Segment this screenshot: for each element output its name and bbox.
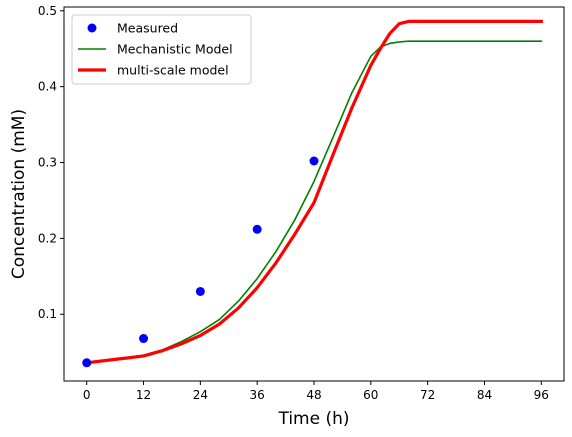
- x-axis-title: Time (h): [277, 409, 349, 429]
- y-tick-label: 0.5: [38, 4, 57, 18]
- x-tick-label: 0: [83, 388, 91, 402]
- y-tick-label: 0.4: [38, 80, 57, 94]
- x-tick-label: 36: [250, 388, 265, 402]
- x-tick-label: 96: [534, 388, 549, 402]
- x-tick-label: 12: [136, 388, 151, 402]
- y-axis: 0.1 0.2 0.3 0.4 0.5: [38, 4, 64, 321]
- multi-scale-model-line: [84, 19, 543, 365]
- measured-point: [82, 358, 92, 368]
- x-tick-label: 24: [193, 388, 208, 402]
- y-tick-label: 0.1: [38, 307, 57, 321]
- legend-label: Mechanistic Model: [117, 42, 233, 57]
- x-axis: 0 12 24 36 48 60 72 84 96: [83, 381, 549, 402]
- measured-point: [252, 224, 262, 234]
- legend-entry-mechanistic-model: Mechanistic Model: [78, 42, 233, 57]
- legend-marker-measured: [87, 23, 97, 33]
- legend-label: multi-scale model: [117, 63, 229, 78]
- measured-point: [195, 286, 205, 296]
- x-tick-label: 72: [420, 388, 435, 402]
- measured-point: [139, 334, 149, 344]
- x-tick-label: 48: [306, 388, 321, 402]
- legend-entry-multi-scale-model: multi-scale model: [78, 63, 229, 78]
- y-tick-label: 0.2: [38, 231, 57, 245]
- x-tick-label: 60: [363, 388, 378, 402]
- legend-entries: Measured Mechanistic Model multi-scale mod…: [78, 21, 233, 78]
- series-layer: [82, 19, 543, 368]
- x-tick-label: 84: [477, 388, 492, 402]
- legend-label: Measured: [117, 21, 178, 36]
- y-axis-title: Concentration (mM): [9, 109, 29, 279]
- legend-entry-measured: Measured: [87, 21, 178, 36]
- y-tick-label: 0.3: [38, 156, 57, 170]
- legend: Measured Mechanistic Model multi-scale mod…: [71, 14, 252, 85]
- legend-box: [71, 14, 252, 85]
- measured-point: [309, 156, 319, 166]
